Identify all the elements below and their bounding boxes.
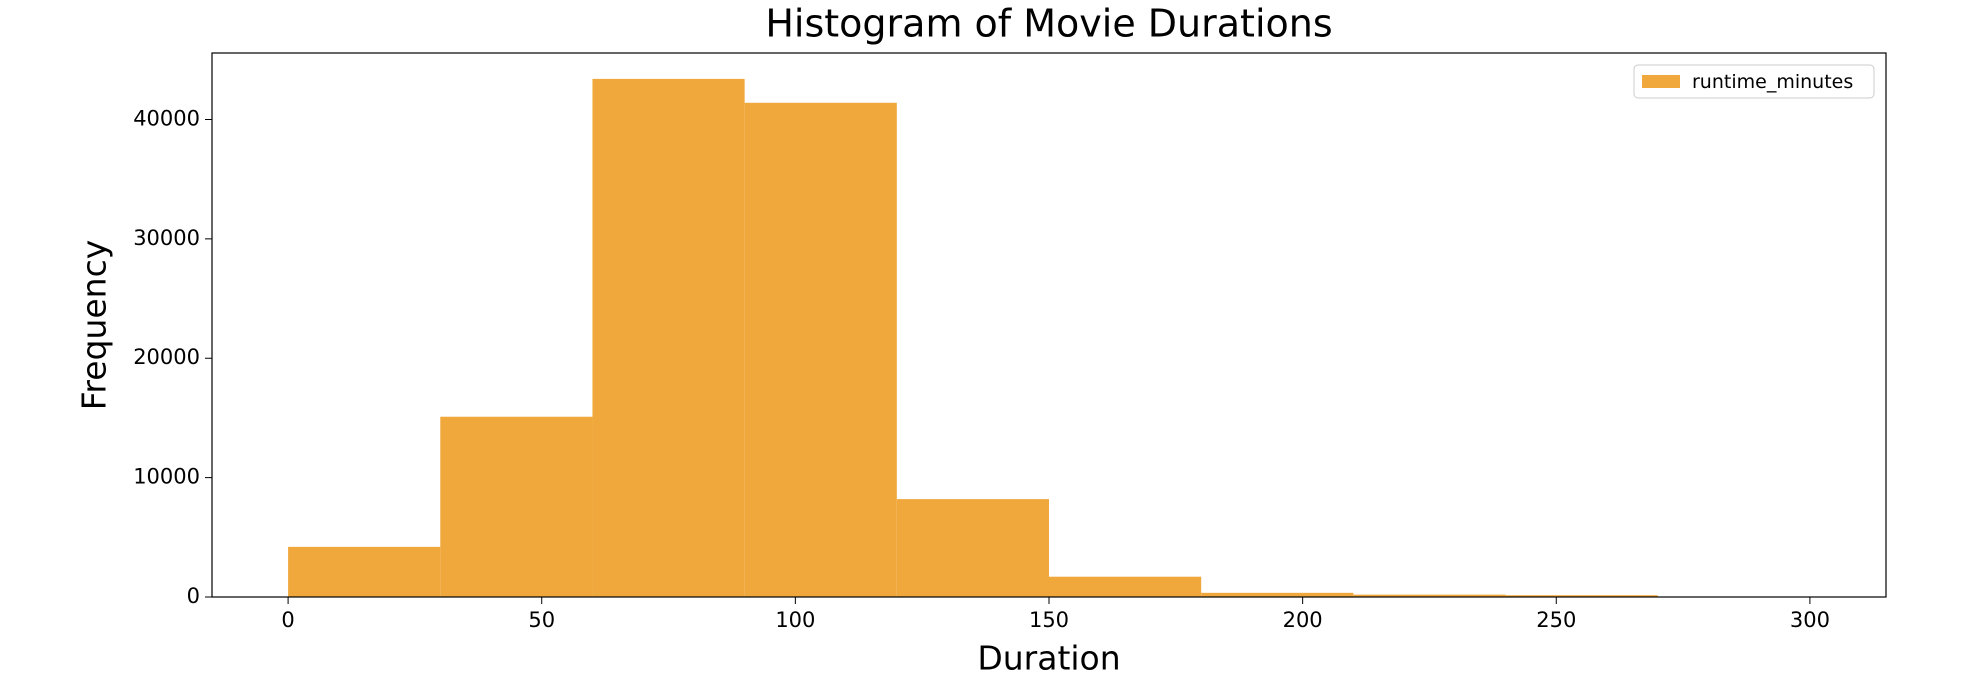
x-axis-label: Duration: [977, 639, 1120, 678]
x-tick-label: 200: [1283, 608, 1323, 632]
bar: [896, 499, 1049, 597]
legend-box: [1633, 64, 1875, 99]
x-tick-label: 250: [1536, 608, 1576, 632]
x-tick-label: 0: [281, 608, 294, 632]
bar: [288, 546, 441, 597]
legend-swatch: [1642, 75, 1680, 88]
y-tick-label: 30000: [133, 226, 200, 250]
x-tick-label: 100: [775, 608, 815, 632]
chart-title: Histogram of Movie Durations: [765, 2, 1332, 46]
y-tick-label: 0: [187, 584, 200, 608]
bar: [440, 416, 593, 597]
bar: [1505, 595, 1658, 597]
y-tick-label: 20000: [133, 345, 200, 369]
bar: [1353, 594, 1506, 597]
y-axis-label: Frequency: [75, 240, 114, 410]
x-tick-label: 50: [528, 608, 555, 632]
y-tick-label: 40000: [133, 106, 200, 130]
x-tick-label: 150: [1029, 608, 1069, 632]
y-tick-label: 10000: [133, 465, 200, 489]
bar: [1049, 576, 1202, 597]
bar: [1201, 592, 1354, 597]
legend-label: runtime_minutes: [1692, 71, 1853, 93]
x-tick-label: 300: [1790, 608, 1830, 632]
bar: [592, 78, 745, 597]
bar: [744, 102, 897, 597]
